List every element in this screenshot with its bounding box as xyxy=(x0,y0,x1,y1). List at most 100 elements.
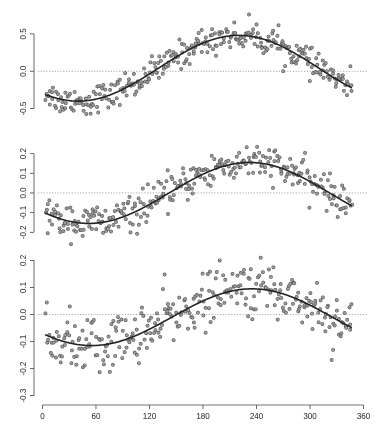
data-point xyxy=(101,362,106,367)
data-point xyxy=(190,186,194,191)
data-point xyxy=(95,105,99,109)
data-point xyxy=(334,81,339,86)
data-point xyxy=(133,317,137,322)
data-point xyxy=(247,12,251,17)
data-point xyxy=(124,93,129,98)
data-point xyxy=(184,46,189,50)
data-point xyxy=(84,337,89,342)
data-point xyxy=(82,346,87,351)
data-point xyxy=(279,296,284,300)
data-point xyxy=(267,148,272,153)
data-point xyxy=(124,345,129,350)
data-point xyxy=(152,61,157,66)
data-point xyxy=(155,311,159,316)
data-point xyxy=(136,196,141,201)
y-tick-label: -0.1 xyxy=(19,205,28,219)
data-point xyxy=(132,201,137,206)
data-point xyxy=(329,202,334,207)
data-point xyxy=(269,43,274,48)
x-tick-label: 240 xyxy=(250,412,264,421)
data-point xyxy=(328,197,332,201)
y-tick-label: -0.3 xyxy=(19,388,28,402)
data-point xyxy=(329,358,334,362)
data-point xyxy=(298,46,303,51)
data-point xyxy=(230,271,235,276)
data-point xyxy=(184,57,189,62)
data-point xyxy=(139,311,144,316)
data-point xyxy=(246,30,251,35)
data-point xyxy=(177,323,182,328)
data-point xyxy=(138,341,143,346)
data-point xyxy=(232,284,237,289)
data-point xyxy=(261,51,266,56)
data-point xyxy=(144,345,149,350)
data-point xyxy=(212,31,217,36)
data-point xyxy=(265,303,270,308)
data-point xyxy=(264,155,268,160)
data-point xyxy=(173,52,178,56)
data-point xyxy=(160,71,165,76)
data-point xyxy=(93,209,98,214)
data-point xyxy=(116,319,121,324)
data-point xyxy=(318,177,323,182)
data-point xyxy=(246,171,251,176)
data-point xyxy=(120,356,125,361)
data-point xyxy=(225,29,230,34)
data-point xyxy=(72,324,77,329)
panel-bottom: -0.3 -0.2 -0.1 0.0 0.1 0.2 0 60 120 180 240 300 360 xyxy=(19,254,371,421)
data-point xyxy=(159,181,164,186)
data-point xyxy=(70,209,75,214)
data-point xyxy=(247,155,251,160)
data-point xyxy=(127,77,131,82)
data-point xyxy=(296,290,301,295)
data-point xyxy=(178,178,183,183)
data-point xyxy=(77,336,82,341)
data-point xyxy=(184,304,189,309)
data-point xyxy=(183,297,188,302)
data-point xyxy=(63,106,68,111)
data-point xyxy=(50,85,55,90)
data-point xyxy=(47,218,52,223)
data-point xyxy=(243,302,248,307)
fit-curve xyxy=(44,288,353,347)
data-point xyxy=(174,320,179,325)
data-point xyxy=(313,301,318,306)
data-point xyxy=(120,328,125,333)
data-point xyxy=(201,313,206,318)
y-tick-label: -0.1 xyxy=(19,334,28,348)
data-point xyxy=(151,185,156,190)
data-point xyxy=(191,320,196,325)
data-point xyxy=(74,229,79,234)
data-point xyxy=(81,227,86,232)
data-point xyxy=(321,75,326,80)
data-point xyxy=(67,333,72,338)
data-point xyxy=(227,40,232,44)
data-point xyxy=(164,50,169,55)
data-point xyxy=(253,307,258,312)
data-point xyxy=(276,159,281,163)
y-tick-label: -0.2 xyxy=(19,225,28,239)
data-point xyxy=(92,213,97,218)
data-point xyxy=(219,42,223,47)
data-point xyxy=(273,148,278,153)
data-point xyxy=(235,273,240,278)
data-point xyxy=(229,170,233,174)
data-point xyxy=(145,323,150,328)
data-point xyxy=(329,184,334,189)
data-point xyxy=(63,90,68,95)
data-point xyxy=(130,331,135,336)
data-point xyxy=(112,209,117,214)
data-point xyxy=(238,283,243,288)
data-point xyxy=(117,345,122,350)
data-point xyxy=(156,61,161,65)
data-point xyxy=(214,43,219,48)
data-point xyxy=(208,269,212,274)
data-point xyxy=(94,334,99,339)
data-point xyxy=(162,54,167,59)
data-point xyxy=(54,203,59,208)
data-point xyxy=(272,282,277,287)
data-point xyxy=(171,338,176,343)
data-point xyxy=(105,354,110,359)
data-point xyxy=(332,323,337,328)
data-point xyxy=(87,94,92,99)
